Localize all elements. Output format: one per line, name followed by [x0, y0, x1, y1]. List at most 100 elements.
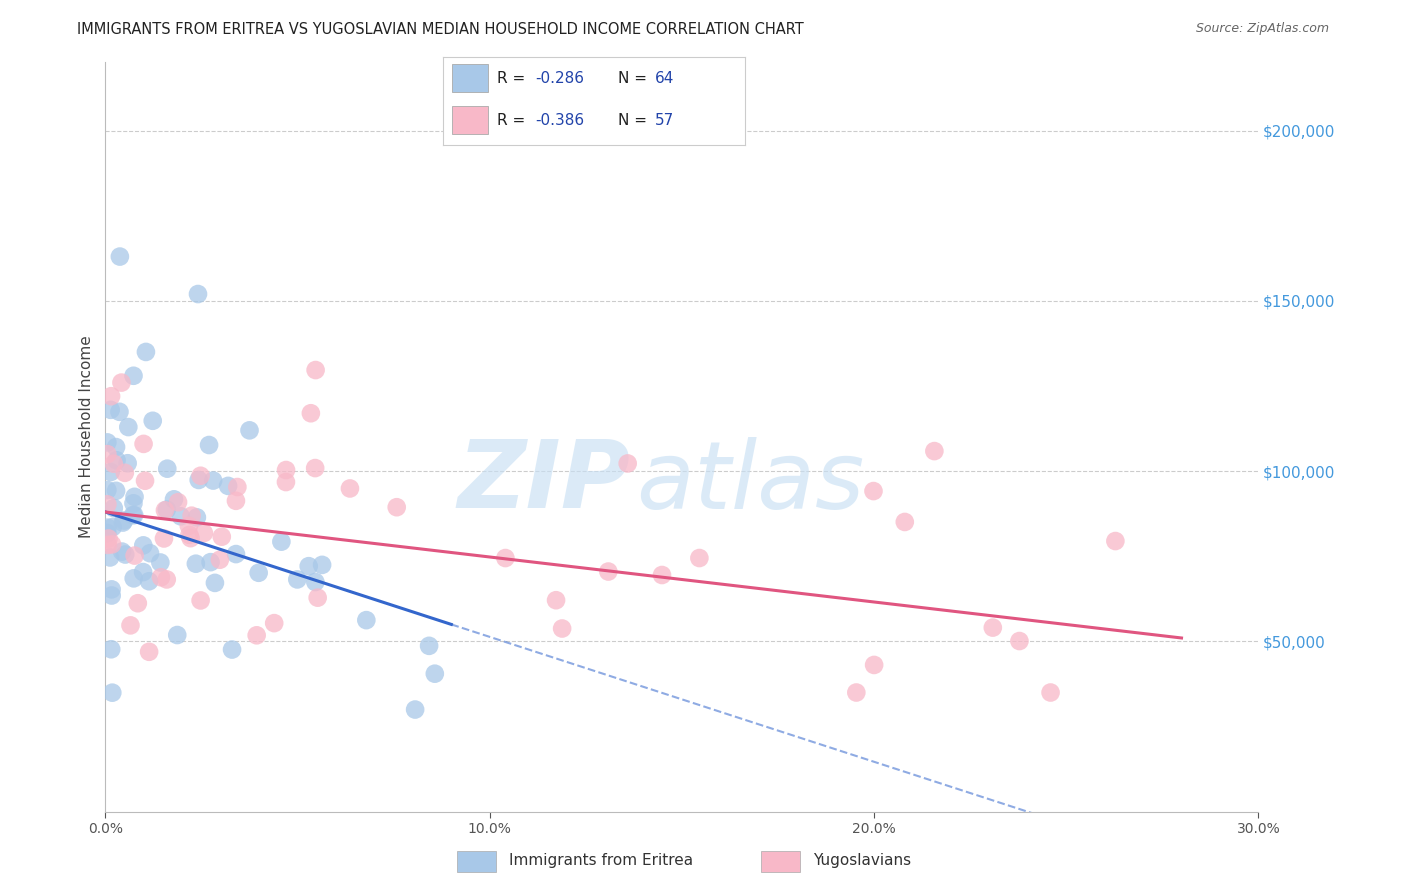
Text: ZIP: ZIP	[457, 436, 630, 528]
Point	[1104, 534, 1126, 549]
Point	[100, 389, 122, 403]
Text: R =: R =	[498, 112, 530, 128]
Point	[190, 593, 212, 607]
Point	[134, 474, 156, 488]
Point	[247, 566, 270, 580]
Point	[112, 514, 135, 528]
Point	[114, 548, 136, 562]
Point	[200, 555, 222, 569]
Point	[97, 538, 120, 552]
Point	[135, 345, 157, 359]
Point	[186, 510, 208, 524]
Point	[177, 519, 200, 533]
Point	[1008, 634, 1031, 648]
Point	[138, 574, 160, 589]
Text: N =: N =	[619, 112, 652, 128]
Point	[166, 628, 188, 642]
Point	[139, 546, 162, 560]
Point	[551, 622, 574, 636]
Text: Source: ZipAtlas.com: Source: ZipAtlas.com	[1195, 22, 1329, 36]
Point	[845, 685, 868, 699]
Point	[105, 483, 128, 498]
Point	[153, 532, 176, 546]
Point	[149, 556, 172, 570]
Point	[100, 402, 122, 417]
Point	[103, 501, 125, 516]
Text: atlas: atlas	[636, 436, 865, 527]
Point	[544, 593, 567, 607]
Point	[211, 530, 233, 544]
Point	[98, 550, 121, 565]
Point	[108, 405, 131, 419]
Point	[122, 571, 145, 585]
Point	[96, 521, 118, 535]
Point	[103, 457, 125, 471]
Point	[163, 492, 186, 507]
Point	[122, 368, 145, 383]
Point	[304, 575, 326, 590]
Bar	[761, 851, 800, 872]
Text: R =: R =	[498, 70, 530, 86]
Point	[105, 453, 128, 467]
Point	[101, 520, 124, 534]
Point	[274, 463, 297, 477]
Point	[120, 618, 142, 632]
Point	[122, 508, 145, 522]
Point	[96, 483, 118, 497]
Point	[142, 414, 165, 428]
Point	[494, 551, 516, 566]
Point	[110, 376, 132, 390]
Point	[184, 557, 207, 571]
Point	[238, 423, 260, 437]
Point	[156, 573, 179, 587]
Point	[105, 440, 128, 454]
Point	[132, 437, 155, 451]
Point	[225, 493, 247, 508]
Point	[598, 565, 620, 579]
Point	[299, 406, 322, 420]
Bar	[451, 106, 488, 134]
Point	[285, 573, 308, 587]
Point	[225, 547, 247, 561]
Point	[96, 435, 118, 450]
Point	[101, 537, 124, 551]
Point	[418, 639, 440, 653]
Bar	[451, 64, 488, 92]
Point	[651, 568, 673, 582]
Point	[862, 484, 884, 499]
Point	[385, 500, 408, 515]
Point	[298, 559, 321, 574]
Point	[132, 538, 155, 552]
Point	[117, 420, 139, 434]
Point	[167, 495, 190, 509]
Point	[1039, 685, 1062, 699]
Text: 64: 64	[655, 70, 673, 86]
Point	[688, 551, 710, 566]
Point	[263, 616, 285, 631]
Point	[924, 444, 946, 458]
Point	[981, 621, 1004, 635]
Point	[180, 531, 202, 545]
Point	[307, 591, 329, 605]
Point	[96, 497, 118, 511]
Text: Immigrants from Eritrea: Immigrants from Eritrea	[509, 854, 693, 868]
Point	[311, 558, 333, 572]
Point	[187, 473, 209, 487]
Point	[274, 475, 297, 489]
Point	[202, 474, 225, 488]
Point	[221, 642, 243, 657]
Point	[180, 508, 202, 523]
Point	[404, 702, 426, 716]
Point	[204, 575, 226, 590]
Point	[156, 502, 179, 516]
Point	[100, 642, 122, 657]
Point	[114, 466, 136, 480]
Bar	[457, 851, 496, 872]
Point	[122, 496, 145, 510]
Text: -0.386: -0.386	[536, 112, 585, 128]
Point	[187, 287, 209, 301]
Point	[96, 526, 118, 541]
Point	[122, 508, 145, 522]
Point	[101, 686, 124, 700]
Point	[246, 628, 269, 642]
